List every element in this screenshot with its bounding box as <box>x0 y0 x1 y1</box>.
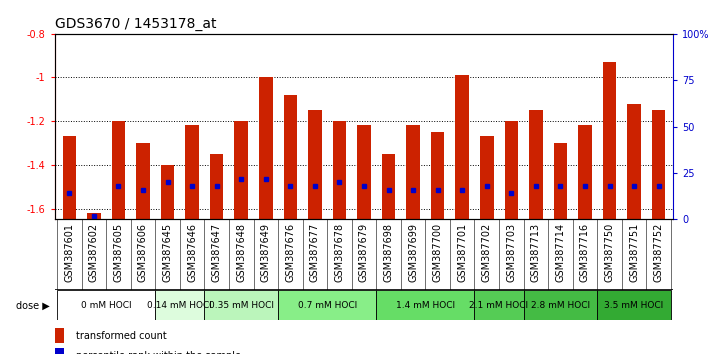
Bar <box>578 125 592 219</box>
Bar <box>186 125 199 219</box>
Bar <box>57 290 155 320</box>
Text: GSM387701: GSM387701 <box>457 223 467 282</box>
Bar <box>529 110 542 219</box>
Text: GSM387678: GSM387678 <box>334 223 344 282</box>
Text: GSM387646: GSM387646 <box>187 223 197 282</box>
Text: GSM387676: GSM387676 <box>285 223 296 282</box>
Text: GSM387703: GSM387703 <box>507 223 516 282</box>
Bar <box>628 104 641 219</box>
Text: GSM387679: GSM387679 <box>359 223 369 282</box>
Text: GSM387699: GSM387699 <box>408 223 418 282</box>
Bar <box>284 95 297 219</box>
Text: GSM387702: GSM387702 <box>482 223 492 282</box>
Text: percentile rank within the sample: percentile rank within the sample <box>76 351 241 354</box>
Bar <box>205 290 278 320</box>
Bar <box>259 78 272 219</box>
Bar <box>111 121 125 219</box>
Text: 0.7 mM HOCl: 0.7 mM HOCl <box>298 301 357 310</box>
Text: GSM387713: GSM387713 <box>531 223 541 282</box>
Bar <box>333 121 347 219</box>
Bar <box>381 154 395 219</box>
Bar <box>55 348 64 354</box>
Text: 2.1 mM HOCl: 2.1 mM HOCl <box>470 301 529 310</box>
Bar <box>603 62 617 219</box>
Text: 1.4 mM HOCl: 1.4 mM HOCl <box>396 301 455 310</box>
Bar <box>63 136 76 219</box>
Text: 3.5 mM HOCl: 3.5 mM HOCl <box>604 301 664 310</box>
Bar <box>456 75 469 219</box>
Bar <box>652 110 665 219</box>
Bar <box>155 290 205 320</box>
Text: GSM387677: GSM387677 <box>310 223 320 282</box>
Text: GSM387601: GSM387601 <box>64 223 74 282</box>
Text: GSM387649: GSM387649 <box>261 223 271 282</box>
Text: 2.8 mM HOCl: 2.8 mM HOCl <box>531 301 590 310</box>
Text: 0 mM HOCl: 0 mM HOCl <box>81 301 132 310</box>
Text: GSM387648: GSM387648 <box>236 223 246 282</box>
Text: 0.14 mM HOCl: 0.14 mM HOCl <box>147 301 213 310</box>
Text: GSM387645: GSM387645 <box>162 223 173 282</box>
Bar <box>161 165 174 219</box>
Text: 0.35 mM HOCl: 0.35 mM HOCl <box>209 301 274 310</box>
Bar <box>431 132 444 219</box>
Text: GSM387602: GSM387602 <box>89 223 99 282</box>
Text: GSM387751: GSM387751 <box>629 223 639 282</box>
Text: GSM387752: GSM387752 <box>654 223 664 282</box>
Text: GSM387605: GSM387605 <box>114 223 124 282</box>
Text: GSM387700: GSM387700 <box>432 223 443 282</box>
Bar <box>480 136 494 219</box>
Bar <box>357 125 371 219</box>
Bar <box>87 213 100 219</box>
Text: GSM387750: GSM387750 <box>604 223 614 282</box>
Bar <box>55 328 64 343</box>
Text: GSM387716: GSM387716 <box>580 223 590 282</box>
Text: GSM387606: GSM387606 <box>138 223 148 282</box>
Bar <box>523 290 597 320</box>
Text: GSM387698: GSM387698 <box>384 223 394 282</box>
Bar <box>278 290 376 320</box>
Text: GSM387647: GSM387647 <box>212 223 221 282</box>
Bar <box>406 125 420 219</box>
Bar <box>475 290 523 320</box>
Text: transformed count: transformed count <box>76 331 167 341</box>
Bar <box>554 143 567 219</box>
Text: GSM387714: GSM387714 <box>555 223 566 282</box>
Bar <box>136 143 150 219</box>
Bar <box>308 110 322 219</box>
Bar <box>210 154 223 219</box>
Text: dose ▶: dose ▶ <box>17 300 50 310</box>
Bar <box>597 290 671 320</box>
Bar <box>505 121 518 219</box>
Bar <box>376 290 475 320</box>
Text: GDS3670 / 1453178_at: GDS3670 / 1453178_at <box>55 17 216 31</box>
Bar <box>234 121 248 219</box>
